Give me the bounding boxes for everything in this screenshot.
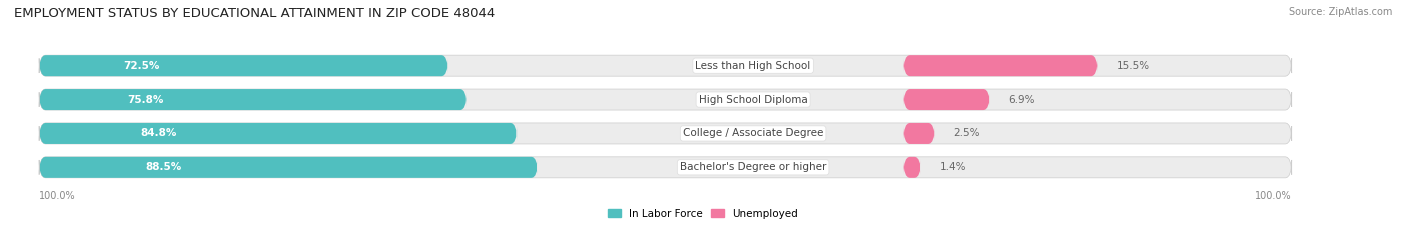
Text: 2.5%: 2.5% bbox=[953, 128, 980, 138]
FancyBboxPatch shape bbox=[39, 89, 1292, 110]
FancyBboxPatch shape bbox=[39, 157, 1292, 178]
FancyBboxPatch shape bbox=[39, 55, 447, 76]
FancyBboxPatch shape bbox=[904, 123, 935, 144]
Text: 100.0%: 100.0% bbox=[1256, 191, 1292, 201]
FancyBboxPatch shape bbox=[39, 123, 1292, 144]
Text: 6.9%: 6.9% bbox=[1008, 95, 1035, 105]
FancyBboxPatch shape bbox=[904, 55, 1098, 76]
Text: 84.8%: 84.8% bbox=[141, 128, 177, 138]
Text: EMPLOYMENT STATUS BY EDUCATIONAL ATTAINMENT IN ZIP CODE 48044: EMPLOYMENT STATUS BY EDUCATIONAL ATTAINM… bbox=[14, 7, 495, 20]
Text: 72.5%: 72.5% bbox=[124, 61, 159, 71]
Text: Bachelor's Degree or higher: Bachelor's Degree or higher bbox=[681, 162, 827, 172]
Text: 15.5%: 15.5% bbox=[1116, 61, 1150, 71]
Text: 100.0%: 100.0% bbox=[39, 191, 76, 201]
Text: College / Associate Degree: College / Associate Degree bbox=[683, 128, 824, 138]
FancyBboxPatch shape bbox=[904, 89, 990, 110]
FancyBboxPatch shape bbox=[39, 123, 517, 144]
FancyBboxPatch shape bbox=[39, 89, 467, 110]
Text: 88.5%: 88.5% bbox=[146, 162, 181, 172]
Legend: In Labor Force, Unemployed: In Labor Force, Unemployed bbox=[609, 209, 797, 219]
FancyBboxPatch shape bbox=[39, 157, 538, 178]
Text: 75.8%: 75.8% bbox=[128, 95, 165, 105]
Text: High School Diploma: High School Diploma bbox=[699, 95, 807, 105]
FancyBboxPatch shape bbox=[904, 157, 921, 178]
Text: Less than High School: Less than High School bbox=[696, 61, 811, 71]
Text: Source: ZipAtlas.com: Source: ZipAtlas.com bbox=[1288, 7, 1392, 17]
FancyBboxPatch shape bbox=[39, 55, 1292, 76]
Text: 1.4%: 1.4% bbox=[939, 162, 966, 172]
